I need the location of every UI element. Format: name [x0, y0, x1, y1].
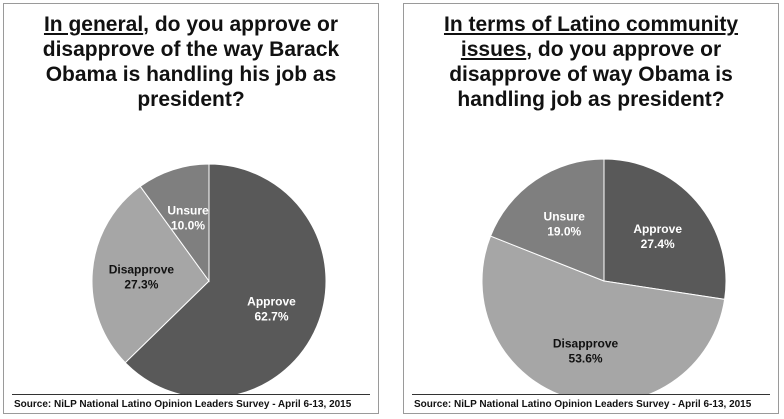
slice-label-disapprove: Disapprove — [109, 262, 175, 276]
slice-label-unsure: Unsure — [167, 203, 209, 217]
slice-value-unsure: 10.0% — [171, 218, 205, 232]
pie-slice-unsure — [139, 163, 210, 283]
slice-label-unsure: Unsure — [544, 209, 586, 223]
divider — [412, 394, 770, 395]
source-note: Source: NiLP National Latino Opinion Lea… — [414, 399, 752, 410]
title-underlined: In general — [43, 13, 144, 36]
slice-value-approve: 27.4% — [641, 237, 675, 251]
slice-label-approve: Approve — [247, 294, 296, 308]
divider — [12, 394, 370, 395]
chart-panel-general: In general, do you approve or disapprove… — [3, 3, 379, 414]
pie-chart-latino-issues: Approve 27.4% Disapprove 53.6% Unsure 19.0% — [404, 154, 780, 404]
chart-panel-latino-issues: In terms of Latino community issues, do … — [403, 3, 779, 414]
slice-value-approve: 62.7% — [255, 309, 289, 323]
slice-label-disapprove: Disapprove — [553, 336, 619, 350]
slice-label-approve: Approve — [633, 222, 682, 236]
chart-title: In terms of Latino community issues, do … — [414, 12, 768, 112]
title-rest: , do you approve or disapprove of way Ob… — [449, 38, 733, 111]
pie-slice-unsure — [489, 158, 605, 282]
slice-value-disapprove: 27.3% — [124, 277, 158, 291]
pie-slice-disapprove — [91, 185, 210, 364]
pie-slice-approve — [603, 158, 727, 300]
source-note: Source: NiLP National Latino Opinion Lea… — [14, 399, 352, 410]
pie-chart-general: Approve 62.7% Disapprove 27.3% Unsure 10.0% — [4, 154, 380, 399]
title-rest: , do you approve or disapprove of the wa… — [42, 13, 340, 111]
title-underlined: In terms of Latino community issues — [443, 13, 739, 61]
slice-value-unsure: 19.0% — [547, 224, 581, 238]
chart-title: In general, do you approve or disapprove… — [14, 12, 368, 112]
slice-value-disapprove: 53.6% — [569, 351, 603, 365]
